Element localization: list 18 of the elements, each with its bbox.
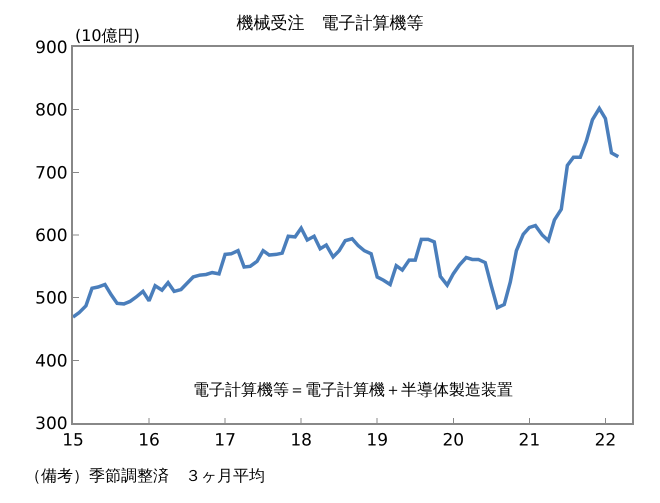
x-tick-label: 19	[366, 430, 388, 450]
annotation: 電子計算機等＝電子計算機＋半導体製造装置	[193, 380, 513, 399]
y-tick-label: 700	[35, 163, 68, 184]
y-tick-label: 600	[35, 226, 68, 246]
y-axis-title: (10億円)	[75, 26, 140, 45]
chart-title: 機械受注 電子計算機等	[236, 14, 424, 34]
x-tick-label: 21	[518, 430, 540, 450]
x-tick-label: 16	[138, 430, 160, 450]
y-tick-label: 900	[35, 38, 68, 58]
y-tick-label: 800	[35, 100, 68, 121]
x-tick-label: 18	[290, 430, 312, 450]
x-tick-label: 17	[214, 430, 236, 450]
y-tick-label: 400	[35, 351, 68, 372]
line-series	[73, 106, 620, 319]
y-tick-label: 500	[35, 288, 68, 309]
text: （備考）季節調整済 ３ヶ月平均	[25, 466, 265, 485]
x-tick-label: 20	[442, 430, 464, 450]
x-tick-label: 22	[594, 430, 616, 450]
